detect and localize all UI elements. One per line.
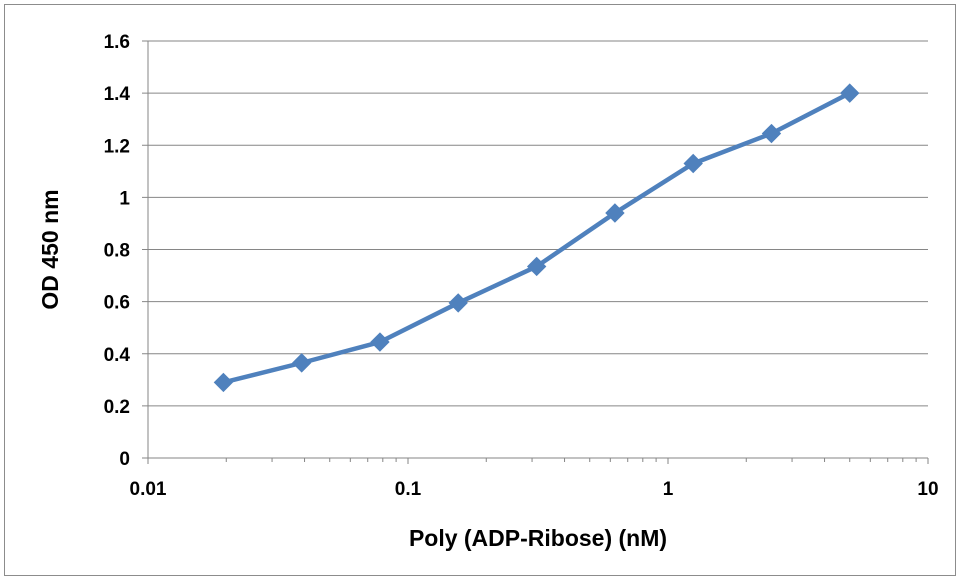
- x-tick-labels: 0.01 0.1 1 10: [130, 479, 939, 500]
- y-tick-label: 1.6: [104, 32, 130, 53]
- data-point-marker: [448, 293, 468, 313]
- y-tick-label: 0.8: [104, 241, 130, 262]
- gridlines: [148, 40, 928, 407]
- x-tick-label: 10: [917, 479, 938, 500]
- data-point-marker: [761, 123, 782, 144]
- data-point-marker: [840, 83, 860, 103]
- data-point-marker: [526, 256, 547, 277]
- x-tick-label: 0.01: [130, 479, 167, 500]
- data-point-marker: [683, 153, 703, 174]
- data-point-marker: [370, 332, 390, 352]
- chart-frame: [4, 4, 956, 576]
- data-point-marker: [605, 203, 625, 223]
- y-tick-label: 0.2: [104, 397, 130, 418]
- data-point-marker: [213, 372, 234, 393]
- data-point-marker: [291, 353, 312, 373]
- y-tick-label: 1: [119, 188, 130, 209]
- y-tick-label: 1.2: [104, 136, 130, 157]
- y-tick-label: 0: [119, 449, 130, 470]
- y-tick-labels: 0 0.2 0.4 0.6 0.8 1 1.2 1.4 1.6: [104, 32, 131, 470]
- y-tick-label: 0.4: [104, 345, 131, 366]
- x-tick-label: 0.1: [395, 479, 422, 500]
- axes: [142, 40, 929, 464]
- series-group: [213, 83, 860, 393]
- y-tick-label: 0.6: [104, 293, 130, 314]
- x-axis-title: Poly (ADP-Ribose) (nM): [409, 525, 667, 551]
- y-tick-label: 1.4: [104, 84, 131, 105]
- series-line: [221, 90, 852, 385]
- y-axis-title: OD 450 nm: [37, 189, 63, 309]
- x-tick-label: 1: [663, 479, 674, 500]
